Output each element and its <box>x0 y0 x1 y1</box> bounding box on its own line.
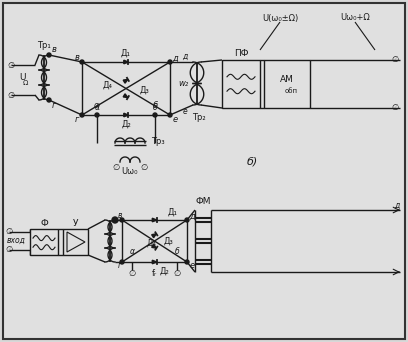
Circle shape <box>185 218 189 222</box>
Text: Д₃: Д₃ <box>139 86 149 95</box>
Text: ∅: ∅ <box>5 246 13 254</box>
Text: α: α <box>129 248 135 256</box>
Circle shape <box>168 113 172 117</box>
Circle shape <box>185 260 189 264</box>
Text: вход: вход <box>7 236 25 245</box>
Text: α: α <box>95 103 100 111</box>
Circle shape <box>80 60 84 64</box>
Circle shape <box>47 98 51 102</box>
Text: U(ω₀±Ω): U(ω₀±Ω) <box>262 13 298 23</box>
Bar <box>222 60 260 108</box>
Text: Д₂: Д₂ <box>160 266 169 276</box>
Circle shape <box>168 60 172 64</box>
Text: Ω: Ω <box>22 80 28 86</box>
Polygon shape <box>152 218 157 222</box>
Circle shape <box>120 218 124 222</box>
Polygon shape <box>124 113 128 117</box>
Text: е: е <box>183 106 187 116</box>
Text: б: б <box>175 248 180 256</box>
Text: ∅: ∅ <box>5 227 13 237</box>
Text: г: г <box>52 101 56 109</box>
Polygon shape <box>123 94 128 97</box>
Circle shape <box>112 217 118 223</box>
Text: АМ: АМ <box>280 75 294 84</box>
Polygon shape <box>152 260 157 264</box>
Polygon shape <box>123 79 128 83</box>
Text: д: д <box>189 211 195 221</box>
Text: в: в <box>51 45 56 54</box>
Text: α: α <box>94 102 100 110</box>
Bar <box>30 229 58 255</box>
Text: в: в <box>118 211 122 221</box>
Text: ∅: ∅ <box>391 104 399 113</box>
Text: ∅: ∅ <box>7 91 15 100</box>
Bar <box>63 229 88 255</box>
Circle shape <box>120 260 124 264</box>
Text: д: д <box>395 200 399 210</box>
Text: Тр₁: Тр₁ <box>37 40 51 50</box>
Text: Тр₃: Тр₃ <box>151 136 165 145</box>
Text: Тр₂: Тр₂ <box>192 114 206 122</box>
Text: б): б) <box>246 157 257 167</box>
Bar <box>264 60 310 108</box>
Text: Д₄: Д₄ <box>103 81 113 90</box>
Text: ∅: ∅ <box>173 269 181 278</box>
Text: е: е <box>173 115 177 123</box>
Circle shape <box>80 113 84 117</box>
Text: в: в <box>75 53 80 63</box>
Text: Д₁: Д₁ <box>121 49 131 57</box>
Text: Uω₀: Uω₀ <box>122 168 138 176</box>
Text: Ф: Ф <box>40 220 48 228</box>
Text: Д₂: Д₂ <box>121 119 131 129</box>
Text: ФМ: ФМ <box>195 197 211 206</box>
Text: Д₃: Д₃ <box>164 237 173 246</box>
Text: Uω₀+Ω: Uω₀+Ω <box>340 13 370 23</box>
Text: д: д <box>172 53 178 63</box>
Text: г: г <box>75 115 79 123</box>
Text: б: б <box>153 102 157 110</box>
Polygon shape <box>124 60 128 64</box>
Text: г: г <box>118 262 122 271</box>
Polygon shape <box>67 232 85 252</box>
Circle shape <box>95 113 99 117</box>
Text: е: е <box>189 262 195 271</box>
Text: ∅: ∅ <box>112 162 120 171</box>
Text: обп: обп <box>284 88 297 94</box>
Text: U: U <box>19 74 25 82</box>
Polygon shape <box>152 234 156 238</box>
Text: д: д <box>182 52 188 61</box>
Text: fᵣ: fᵣ <box>152 269 157 278</box>
Text: ∅: ∅ <box>129 269 135 278</box>
Text: ∅: ∅ <box>7 61 15 69</box>
Circle shape <box>47 53 51 57</box>
Text: Д₄: Д₄ <box>146 238 157 248</box>
Polygon shape <box>152 244 156 248</box>
Circle shape <box>153 113 157 117</box>
Text: У: У <box>73 220 78 228</box>
Text: ∅: ∅ <box>140 162 148 171</box>
Text: w₂: w₂ <box>178 79 188 88</box>
Text: б: б <box>153 103 157 111</box>
Text: ПФ: ПФ <box>234 49 248 57</box>
Text: Д₁: Д₁ <box>168 208 177 216</box>
Text: ∅: ∅ <box>391 55 399 65</box>
